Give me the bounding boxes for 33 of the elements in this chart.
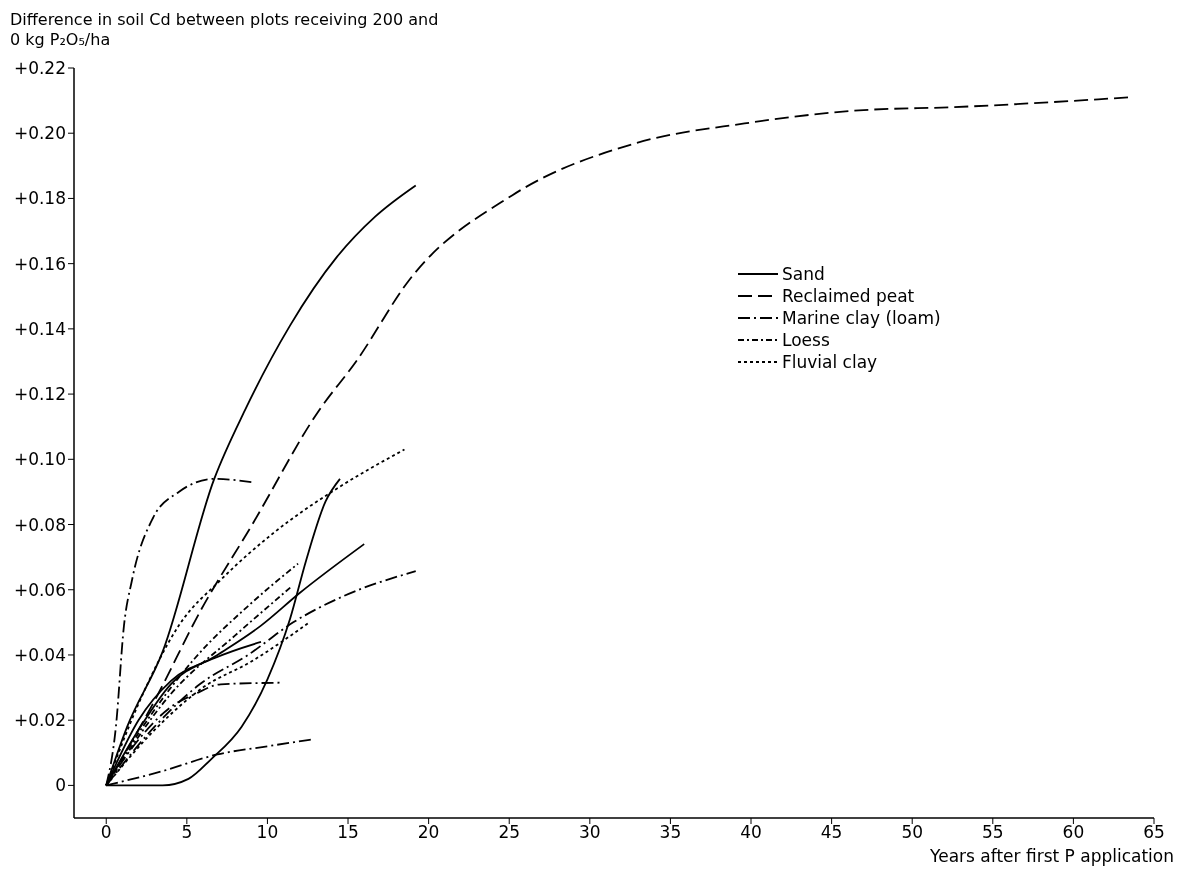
- y-tick-label: +0.02: [13, 710, 66, 731]
- x-tick-label: 20: [417, 822, 440, 843]
- x-tick-label: 55: [981, 822, 1004, 843]
- legend-label: Sand: [782, 264, 825, 284]
- y-tick-label: 0: [55, 775, 66, 796]
- x-tick-label: 35: [659, 822, 682, 843]
- y-tick-label: +0.14: [13, 318, 66, 339]
- x-tick-label: 60: [1062, 822, 1085, 843]
- legend-label: Reclaimed peat: [782, 286, 915, 306]
- y-tick-label: +0.18: [13, 188, 66, 209]
- x-tick-label: 40: [740, 822, 762, 843]
- x-tick-label: 0: [100, 822, 112, 843]
- y-tick-label: +0.04: [13, 644, 66, 665]
- x-axis-title: Years after first P application: [930, 846, 1174, 866]
- legend-label: Marine clay (loam): [782, 308, 941, 328]
- y-tick-label: +0.10: [13, 449, 66, 470]
- x-tick-label: 65: [1143, 822, 1165, 843]
- y-tick-label: +0.12: [13, 384, 66, 405]
- x-tick-label: 5: [181, 822, 193, 843]
- x-tick-label: 45: [820, 822, 843, 843]
- y-tick-label: +0.20: [13, 123, 66, 144]
- x-tick-label: 30: [579, 822, 601, 843]
- y-axis-title: Difference in soil Cd between plots receiving 200 and 0 kg P₂O₅/ha: [10, 10, 440, 50]
- y-tick-label: +0.16: [13, 253, 66, 274]
- legend-label: Loess: [782, 330, 830, 350]
- x-tick-label: 25: [498, 822, 521, 843]
- y-tick-label: +0.08: [13, 514, 66, 535]
- legend-label: Fluvial clay: [782, 352, 878, 372]
- x-tick-label: 15: [337, 822, 359, 843]
- y-tick-label: +0.06: [13, 579, 66, 600]
- y-tick-label: +0.22: [13, 58, 66, 79]
- x-tick-label: 50: [901, 822, 924, 843]
- x-tick-label: 10: [256, 822, 279, 843]
